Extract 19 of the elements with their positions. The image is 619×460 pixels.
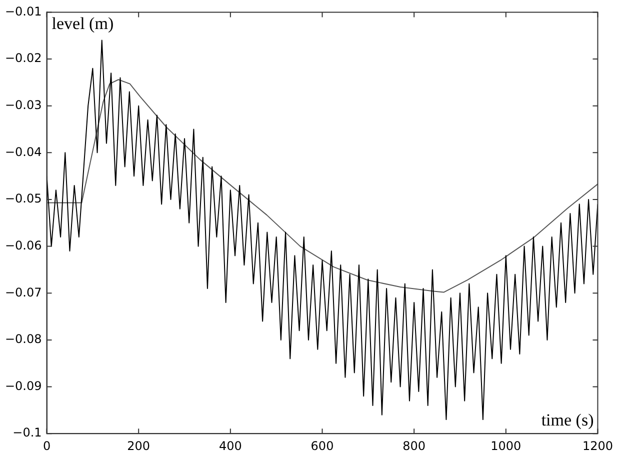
x-tick-label: 1000 — [490, 438, 522, 453]
y-tick-label: −0.07 — [4, 285, 42, 300]
x-tick-label: 200 — [127, 438, 150, 453]
y-tick-label: −0.09 — [4, 378, 42, 393]
x-tick-label: 800 — [402, 438, 426, 453]
y-axis-title: level (m) — [52, 14, 114, 34]
y-tick-label: −0.08 — [4, 332, 42, 346]
y-tick-label: −0.02 — [4, 51, 42, 66]
y-tick-label: −0.1 — [12, 426, 42, 440]
x-tick-label: 1200 — [582, 438, 614, 453]
y-tick-label: −0.03 — [4, 98, 42, 112]
x-tick-label: 400 — [218, 438, 242, 453]
x-tick-label: 600 — [310, 438, 334, 453]
x-tick-label: 0 — [42, 438, 51, 453]
x-axis-title: time (s) — [541, 410, 594, 430]
y-tick-label: −0.04 — [4, 144, 42, 159]
y-tick-label: −0.05 — [4, 192, 42, 206]
y-tick-label: −0.06 — [4, 238, 42, 252]
y-tick-label: −0.01 — [4, 4, 42, 18]
